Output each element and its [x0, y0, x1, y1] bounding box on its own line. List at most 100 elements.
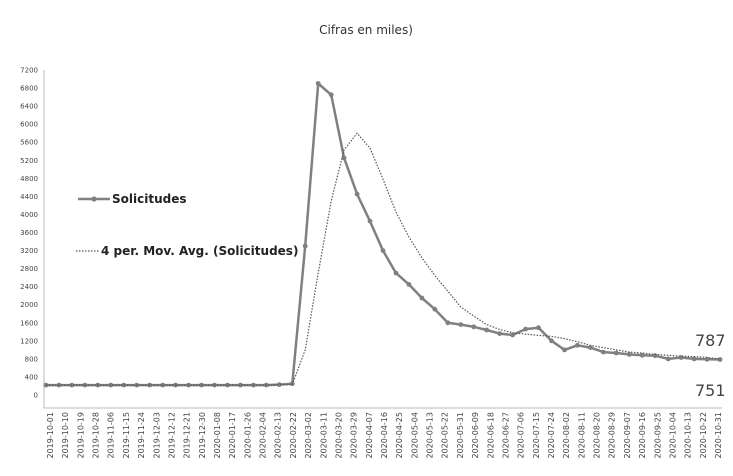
x-tick-label: 2020-01-26 [243, 412, 252, 459]
data-point [704, 356, 710, 362]
legend-item-moving-average: 4 per. Mov. Avg. (Solicitudes) [76, 244, 298, 258]
data-point [380, 248, 386, 254]
legend: Solicitudes 4 per. Mov. Avg. (Solicitude… [76, 192, 298, 258]
x-tick-label: 2020-05-22 [441, 412, 450, 459]
data-point [510, 332, 515, 338]
x-tick-label: 2019-10-10 [61, 412, 70, 459]
x-tick-label: 2020-02-04 [259, 412, 268, 459]
y-tick-label: 3600 [20, 229, 38, 237]
data-point [497, 331, 503, 336]
data-point [717, 357, 723, 362]
data-point [315, 81, 321, 86]
x-tick-label: 2020-07-15 [532, 412, 541, 459]
series-line-moving-average [46, 132, 721, 386]
series-line-solicitudes [46, 82, 721, 387]
x-tick-label: 2019-11-15 [122, 412, 131, 459]
y-tick-label: 4000 [20, 211, 38, 219]
y-tick-label: 1200 [20, 337, 38, 345]
x-tick-label: 2020-03-29 [350, 412, 359, 459]
data-point [199, 382, 204, 388]
x-tick-label: 2020-09-16 [638, 412, 647, 459]
x-tick-label: 2020-03-20 [335, 412, 344, 459]
data-point [588, 345, 593, 350]
x-tick-label: 2019-11-06 [107, 412, 116, 459]
data-point [302, 243, 308, 249]
data-point [160, 382, 166, 388]
legend-label-moving-average: 4 per. Mov. Avg. (Solicitudes) [101, 244, 298, 258]
x-tick-label: 2020-08-29 [608, 412, 617, 459]
end-label-moving-average: 787 [695, 331, 726, 350]
x-tick-label: 2020-02-22 [289, 412, 298, 459]
y-tick-label: 6800 [20, 85, 38, 93]
x-tick-label: 2019-10-19 [76, 412, 85, 459]
x-tick-label: 2020-05-31 [456, 412, 465, 459]
y-tick-label: 3200 [20, 247, 38, 255]
x-tick-label: 2020-06-18 [486, 412, 495, 459]
data-point [471, 324, 477, 330]
y-tick-label: 6000 [20, 121, 38, 129]
y-tick-label: 4800 [20, 175, 38, 183]
data-point [484, 327, 490, 333]
data-point [69, 382, 75, 388]
data-point [626, 352, 632, 357]
data-point [652, 353, 658, 359]
x-tick-label: 2020-06-27 [502, 412, 511, 459]
data-point [238, 382, 243, 388]
data-point [432, 306, 438, 312]
x-tick-label: 2019-10-28 [92, 412, 101, 459]
x-tick-label: 2020-05-04 [410, 412, 419, 459]
data-point [108, 382, 114, 388]
data-point [600, 349, 606, 355]
x-tick-label: 2020-04-07 [365, 412, 374, 459]
x-tick-label: 2020-03-02 [304, 412, 313, 459]
data-point [445, 320, 451, 326]
y-tick-label: 0 [34, 392, 38, 400]
data-point [562, 347, 567, 353]
x-tick-label: 2019-12-21 [183, 412, 192, 459]
data-point [419, 295, 425, 301]
y-tick-label: 2400 [20, 283, 38, 291]
data-point [328, 92, 334, 98]
data-point [549, 338, 554, 344]
x-tick-label: 2020-06-09 [471, 412, 480, 459]
y-tick-label: 1600 [20, 319, 38, 327]
x-tick-label: 2020-03-11 [319, 412, 328, 459]
y-tick-label: 6400 [20, 103, 38, 111]
x-tick-label: 2020-10-04 [669, 412, 678, 459]
x-tick-label: 2019-10-01 [46, 412, 55, 459]
x-tick-label: 2020-04-25 [395, 412, 404, 459]
x-tick-label: 2020-02-13 [274, 412, 283, 459]
x-tick-label: 2020-05-13 [426, 412, 435, 459]
data-point [575, 342, 580, 348]
data-point [406, 282, 412, 287]
data-point [147, 382, 153, 388]
y-tick-label: 5200 [20, 157, 38, 165]
y-tick-label: 2800 [20, 265, 38, 273]
data-point [186, 382, 192, 388]
legend-label-solicitudes: Solicitudes [112, 192, 187, 206]
data-point [393, 270, 399, 276]
y-tick-label: 800 [25, 355, 38, 363]
legend-item-solicitudes: Solicitudes [78, 192, 187, 206]
y-tick-labels: 0 400 800 1200 1600 2000 2400 2800 3200 3600 4000 4… [20, 67, 38, 400]
data-point [665, 356, 671, 362]
x-tick-label: 2020-08-11 [577, 412, 586, 459]
x-tick-label: 2020-07-06 [517, 412, 526, 459]
y-tick-label: 2000 [20, 301, 38, 309]
end-label-solicitudes: 751 [695, 381, 726, 400]
x-tick-label: 2020-07-24 [547, 412, 556, 459]
data-point [458, 322, 464, 327]
data-point [536, 325, 541, 331]
data-point [276, 382, 282, 387]
x-tick-label: 2019-12-03 [152, 412, 161, 459]
x-tick-label: 2020-04-16 [380, 412, 389, 459]
data-point [354, 191, 360, 197]
y-tick-label: 4400 [20, 193, 38, 201]
y-tick-label: 400 [25, 373, 38, 381]
x-tick-label: 2019-12-12 [168, 412, 177, 459]
data-point [367, 218, 373, 224]
data-point [82, 382, 88, 388]
x-tick-label: 2020-10-22 [699, 412, 708, 459]
x-tick-label: 2020-01-17 [228, 412, 237, 459]
